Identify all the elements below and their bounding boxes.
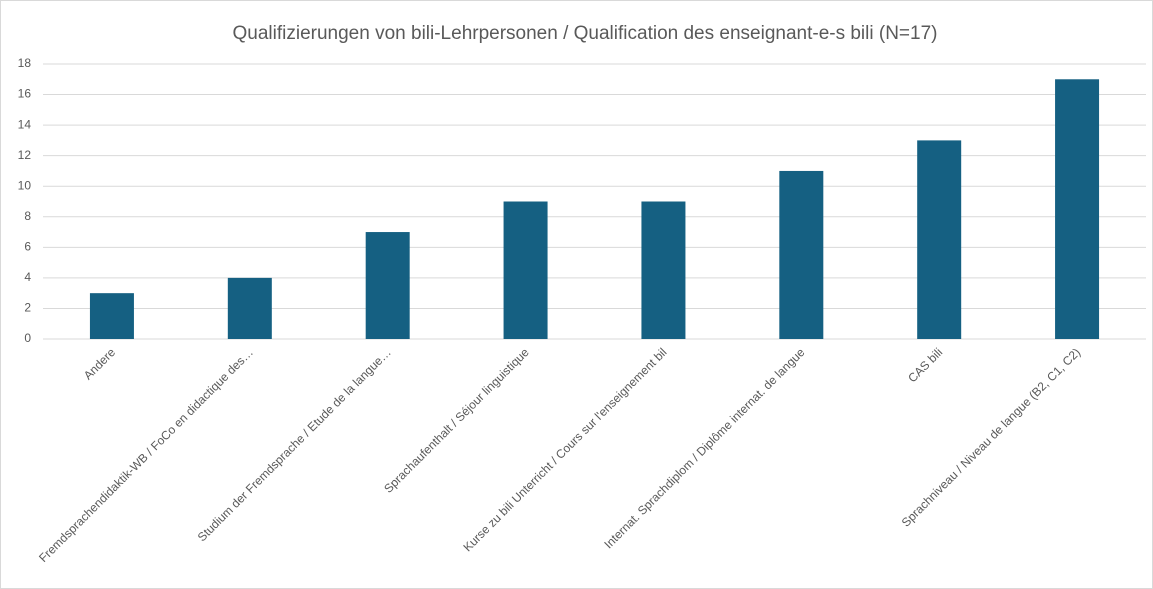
y-tick-label: 2 (24, 301, 31, 315)
y-tick-label: 14 (18, 117, 32, 131)
y-tick-label: 10 (18, 178, 32, 192)
bar (779, 170, 824, 339)
bar (365, 232, 410, 339)
y-tick-label: 4 (24, 270, 31, 284)
bar (917, 140, 962, 339)
y-tick-label: 6 (24, 240, 31, 254)
y-tick-label: 16 (18, 87, 32, 101)
chart-title: Qualifizierungen von bili-Lehrpersonen /… (233, 23, 938, 44)
y-tick-label: 12 (18, 148, 32, 162)
y-tick-label: 0 (24, 331, 31, 345)
bar (641, 201, 686, 339)
bar (503, 201, 548, 339)
bar (89, 293, 134, 339)
y-tick-label: 18 (18, 56, 32, 70)
y-tick-label: 8 (24, 209, 31, 223)
bar (227, 277, 272, 339)
bar (1055, 79, 1100, 340)
